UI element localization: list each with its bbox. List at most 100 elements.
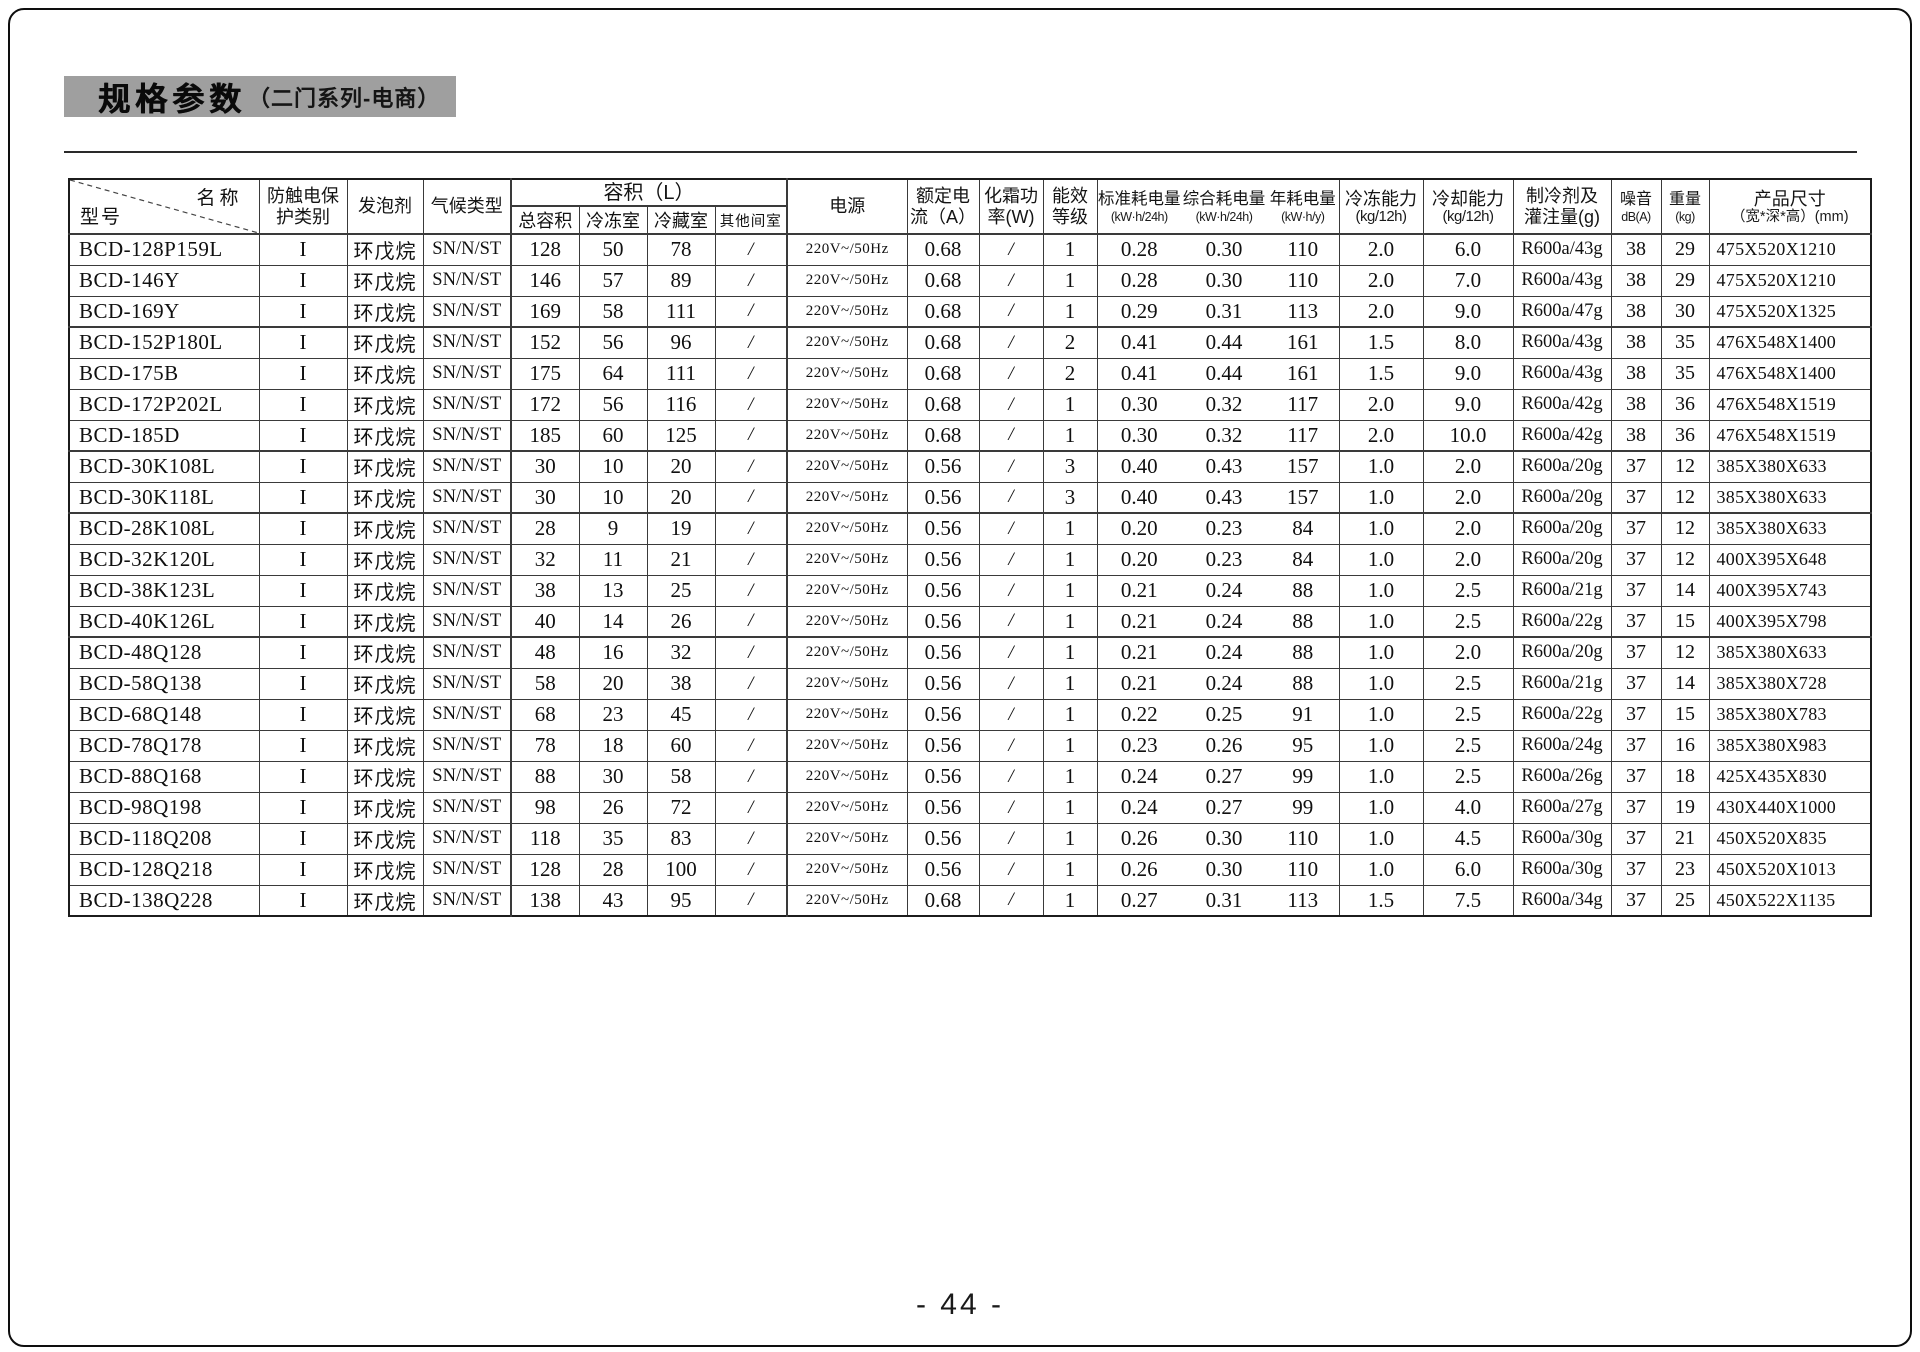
cell-power-supply: 220V~/50Hz [786, 884, 908, 917]
table-row: BCD-98Q198 I 环戊烷 SN/N/ST 98 26 72/220V~/50Hz 0.… [68, 791, 1872, 824]
cell-freezer-volume: 18 [578, 729, 648, 762]
cell-freezer-volume: 30 [578, 760, 648, 793]
cell-power-supply: 220V~/50Hz [786, 233, 908, 266]
cell-refrigerant: R600a/26g [1512, 760, 1612, 793]
cell-climate-type: SN/N/ST [422, 388, 512, 421]
cell-power-supply: 220V~/50Hz [786, 791, 908, 824]
header-other-compartment: 其他间室 [714, 205, 788, 235]
cell-annual-consumption: 157 [1267, 450, 1340, 483]
cell-energy-grade: 1 [1042, 636, 1098, 669]
cell-climate-type: SN/N/ST [422, 791, 512, 824]
header-combined-consumption: 综合耗电量 (kW·h/24h) [1181, 178, 1267, 235]
table-row: BCD-172P202L I 环戊烷 SN/N/ST 172 56 116/220V~/50… [68, 388, 1872, 421]
corner-label-name: 名称 [196, 188, 243, 209]
cell-cooling-capacity: 2.5 [1422, 605, 1514, 638]
cell-other-compartment: / [714, 698, 788, 731]
cell-power-supply: 220V~/50Hz [786, 326, 908, 359]
cell-cooling-capacity: 2.5 [1422, 667, 1514, 700]
cell-climate-type: SN/N/ST [422, 729, 512, 762]
cell-weight: 12 [1660, 512, 1710, 545]
cell-other-compartment: / [714, 233, 788, 266]
cell-std-consumption: 0.40 [1096, 481, 1181, 514]
cell-noise: 38 [1610, 326, 1662, 359]
header-cooling-capacity: 冷却能力 (kg/12h) [1422, 178, 1514, 235]
header-power-supply: 电源 [786, 178, 908, 235]
cell-fridge-volume: 111 [646, 295, 716, 328]
cell-std-consumption: 0.21 [1096, 574, 1181, 607]
cell-noise: 37 [1610, 574, 1662, 607]
cell-noise: 38 [1610, 388, 1662, 421]
cell-energy-grade: 1 [1042, 233, 1098, 266]
cell-power-supply: 220V~/50Hz [786, 264, 908, 297]
cell-noise: 37 [1610, 667, 1662, 700]
cell-other-compartment: / [714, 853, 788, 886]
cell-dimensions: 476X548X1400 [1708, 326, 1872, 359]
title-divider [64, 151, 1857, 153]
cell-foaming-agent: 环戊烷 [346, 605, 424, 638]
cell-annual-consumption: 110 [1267, 233, 1340, 266]
cell-foaming-agent: 环戊烷 [346, 450, 424, 483]
cell-std-consumption: 0.40 [1096, 450, 1181, 483]
table-row: BCD-118Q208 I 环戊烷 SN/N/ST 118 35 83/220V~/50Hz… [68, 822, 1872, 855]
cell-refrigerant: R600a/20g [1512, 636, 1612, 669]
cell-noise: 37 [1610, 760, 1662, 793]
cell-combined-consumption: 0.44 [1181, 326, 1267, 359]
cell-std-consumption: 0.22 [1096, 698, 1181, 731]
cell-noise: 37 [1610, 605, 1662, 638]
cell-total-volume: 88 [510, 760, 580, 793]
cell-fridge-volume: 78 [646, 233, 716, 266]
cell-defrost-power: / [978, 357, 1044, 390]
cell-rated-current: 0.56 [906, 636, 980, 669]
cell-std-consumption: 0.27 [1096, 884, 1181, 917]
table-row: BCD-68Q148 I 环戊烷 SN/N/ST 68 23 45/220V~/50Hz 0.… [68, 698, 1872, 731]
cell-refrigerant: R600a/43g [1512, 326, 1612, 359]
cell-defrost-power: / [978, 233, 1044, 266]
cell-climate-type: SN/N/ST [422, 760, 512, 793]
cell-weight: 12 [1660, 481, 1710, 514]
page-number: - 44 - [915, 1288, 1005, 1321]
cell-weight: 36 [1660, 419, 1710, 452]
cell-freezer-volume: 50 [578, 233, 648, 266]
cell-protection-class: I [258, 450, 348, 483]
cell-fridge-volume: 25 [646, 574, 716, 607]
cell-refrigerant: R600a/43g [1512, 357, 1612, 390]
cell-fridge-volume: 45 [646, 698, 716, 731]
cell-total-volume: 38 [510, 574, 580, 607]
cell-cooling-capacity: 7.5 [1422, 884, 1514, 917]
cell-rated-current: 0.56 [906, 698, 980, 731]
cell-annual-consumption: 161 [1267, 357, 1340, 390]
cell-protection-class: I [258, 388, 348, 421]
cell-other-compartment: / [714, 512, 788, 545]
cell-power-supply: 220V~/50Hz [786, 450, 908, 483]
table-row: BCD-32K120L I 环戊烷 SN/N/ST 32 11 21/220V~/50Hz 0… [68, 543, 1872, 576]
cell-foaming-agent: 环戊烷 [346, 388, 424, 421]
cell-energy-grade: 2 [1042, 326, 1098, 359]
cell-refrigerant: R600a/24g [1512, 729, 1612, 762]
cell-cooling-capacity: 10.0 [1422, 419, 1514, 452]
cell-climate-type: SN/N/ST [422, 419, 512, 452]
cell-total-volume: 98 [510, 791, 580, 824]
cell-total-volume: 58 [510, 667, 580, 700]
cell-fridge-volume: 95 [646, 884, 716, 917]
cell-annual-consumption: 157 [1267, 481, 1340, 514]
cell-refrigerant: R600a/21g [1512, 667, 1612, 700]
cell-dimensions: 385X380X633 [1708, 636, 1872, 669]
cell-model: BCD-58Q138 [68, 667, 260, 700]
corner-label-model: 型号 [80, 207, 123, 228]
cell-annual-consumption: 91 [1267, 698, 1340, 731]
cell-protection-class: I [258, 357, 348, 390]
cell-freezing-capacity: 1.5 [1338, 884, 1424, 917]
cell-cooling-capacity: 8.0 [1422, 326, 1514, 359]
table-row: BCD-78Q178 I 环戊烷 SN/N/ST 78 18 60/220V~/50Hz 0.… [68, 729, 1872, 762]
cell-noise: 37 [1610, 822, 1662, 855]
cell-fridge-volume: 60 [646, 729, 716, 762]
cell-protection-class: I [258, 326, 348, 359]
cell-rated-current: 0.68 [906, 388, 980, 421]
cell-foaming-agent: 环戊烷 [346, 481, 424, 514]
cell-foaming-agent: 环戊烷 [346, 357, 424, 390]
cell-climate-type: SN/N/ST [422, 574, 512, 607]
cell-freezer-volume: 57 [578, 264, 648, 297]
cell-annual-consumption: 99 [1267, 760, 1340, 793]
cell-combined-consumption: 0.30 [1181, 233, 1267, 266]
cell-defrost-power: / [978, 295, 1044, 328]
